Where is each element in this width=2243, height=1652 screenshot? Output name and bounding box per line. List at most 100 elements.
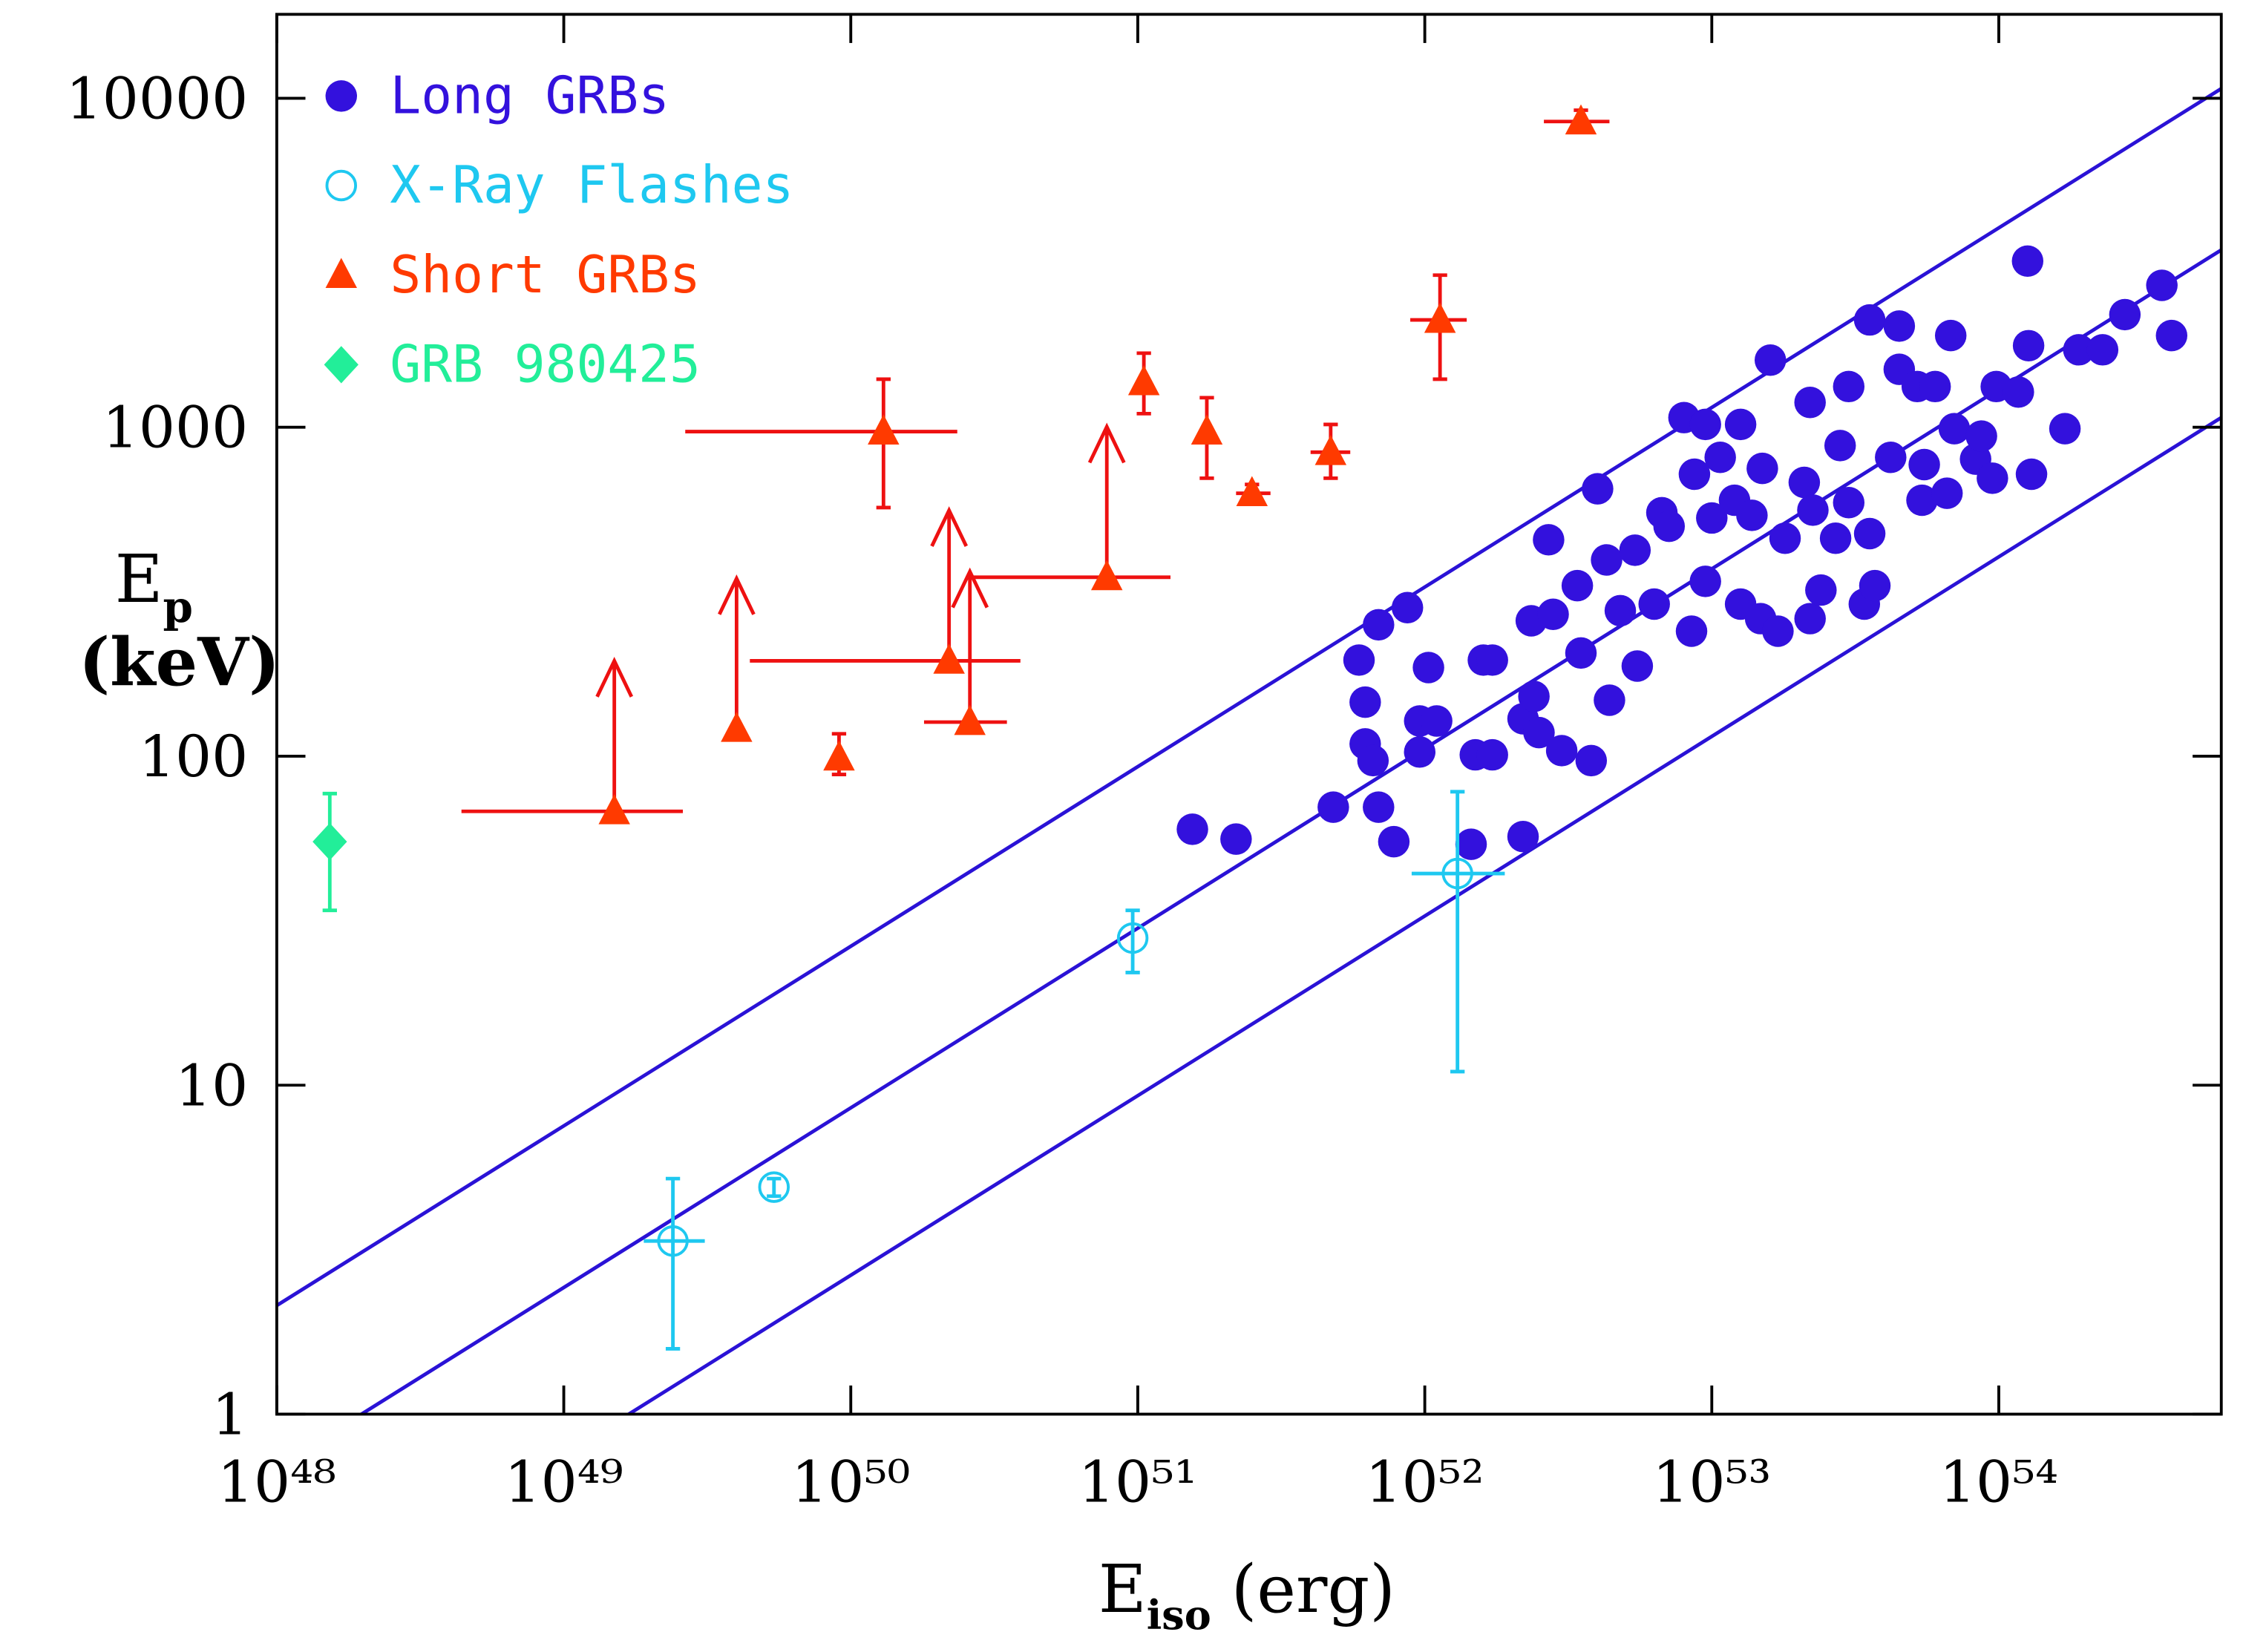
point	[2049, 413, 2081, 445]
point	[1638, 588, 1670, 620]
point	[1965, 420, 1997, 452]
point	[1441, 857, 1473, 890]
point	[1819, 522, 1852, 554]
point	[2086, 334, 2119, 366]
point	[1762, 615, 1794, 647]
error-bar-y	[767, 1176, 782, 1199]
point	[657, 1225, 689, 1257]
point	[1412, 652, 1444, 684]
point	[1476, 644, 1508, 676]
point	[2015, 458, 2048, 491]
point	[1746, 452, 1778, 485]
legend-marker	[325, 80, 358, 112]
y-tick-label: 1000	[102, 395, 249, 462]
point	[1391, 591, 1424, 623]
point	[1908, 448, 1940, 481]
point	[1545, 735, 1578, 767]
point	[933, 643, 965, 674]
y-tick-label: 1	[212, 1382, 248, 1449]
x-label-symbol: E	[1098, 1551, 1147, 1628]
point	[1678, 458, 1711, 491]
y-label-symbol: E	[115, 541, 163, 617]
plot-frame	[275, 13, 2223, 1416]
point	[1977, 462, 2008, 494]
point	[312, 822, 347, 861]
point	[1594, 684, 1625, 716]
point	[868, 414, 900, 445]
point	[1507, 820, 1539, 853]
point	[2012, 330, 2045, 362]
point	[1518, 681, 1550, 712]
point	[1357, 744, 1389, 777]
lower-limit-arrow	[1087, 422, 1126, 577]
x-tick-label: 10⁵³	[1652, 1449, 1771, 1515]
point	[1919, 370, 1951, 403]
lower-limit-arrow	[951, 567, 989, 722]
point	[758, 1171, 790, 1203]
point	[1424, 302, 1456, 333]
point	[1794, 603, 1826, 635]
point	[1653, 510, 1686, 543]
point	[1754, 344, 1787, 376]
point	[954, 704, 986, 735]
legend-label: X-Ray Flashes	[390, 155, 793, 215]
legend-marker	[325, 169, 358, 202]
point	[1934, 319, 1967, 352]
point	[2109, 298, 2141, 331]
point	[1797, 494, 1829, 526]
legend-label: Long GRBs	[390, 66, 669, 126]
point	[1343, 644, 1375, 676]
point	[1565, 104, 1597, 135]
fit-line	[625, 416, 2221, 1415]
point	[1537, 598, 1569, 631]
point	[1931, 477, 1963, 509]
data-marks	[312, 80, 2188, 1351]
point	[1859, 569, 1891, 602]
point	[1317, 791, 1349, 823]
point	[1090, 560, 1123, 591]
point	[2003, 376, 2034, 408]
y-label-sub: p	[163, 582, 194, 632]
point	[1349, 686, 1381, 718]
point	[598, 794, 630, 825]
point	[1805, 574, 1837, 606]
point	[1675, 615, 1708, 647]
legend-label: GRB 980425	[390, 335, 700, 395]
x-tick-label: 10⁵⁰	[791, 1449, 910, 1515]
point	[1582, 473, 1614, 505]
point	[2146, 269, 2178, 301]
point	[1421, 705, 1453, 737]
point	[823, 740, 855, 771]
point	[2063, 334, 2095, 366]
point	[1533, 524, 1565, 556]
y-axis-unit: (keV)	[79, 623, 280, 701]
point	[1476, 738, 1508, 771]
point	[1378, 825, 1410, 858]
point	[1561, 569, 1594, 602]
fit-lines	[276, 87, 2221, 1415]
point	[1176, 813, 1208, 845]
x-axis-label: Eiso (erg)	[1098, 1551, 1395, 1639]
x-tick-label: 10⁵²	[1366, 1449, 1484, 1515]
x-label-unit: (erg)	[1231, 1551, 1395, 1628]
legend-marker	[324, 346, 358, 384]
legend-marker	[325, 258, 358, 289]
error-bar-y	[665, 1176, 681, 1351]
point	[1696, 502, 1728, 534]
point	[1621, 650, 1654, 682]
point	[2011, 245, 2044, 278]
lower-limit-arrow	[930, 506, 969, 661]
point	[1788, 466, 1821, 499]
y-tick-label: 10000	[66, 65, 249, 132]
point	[1455, 828, 1487, 860]
fit-line	[358, 248, 2221, 1415]
point	[1575, 744, 1608, 777]
point	[1127, 364, 1160, 396]
point	[1363, 609, 1395, 641]
point	[1116, 922, 1149, 954]
point	[1604, 594, 1637, 627]
point	[1220, 823, 1252, 855]
point	[1853, 304, 1886, 336]
